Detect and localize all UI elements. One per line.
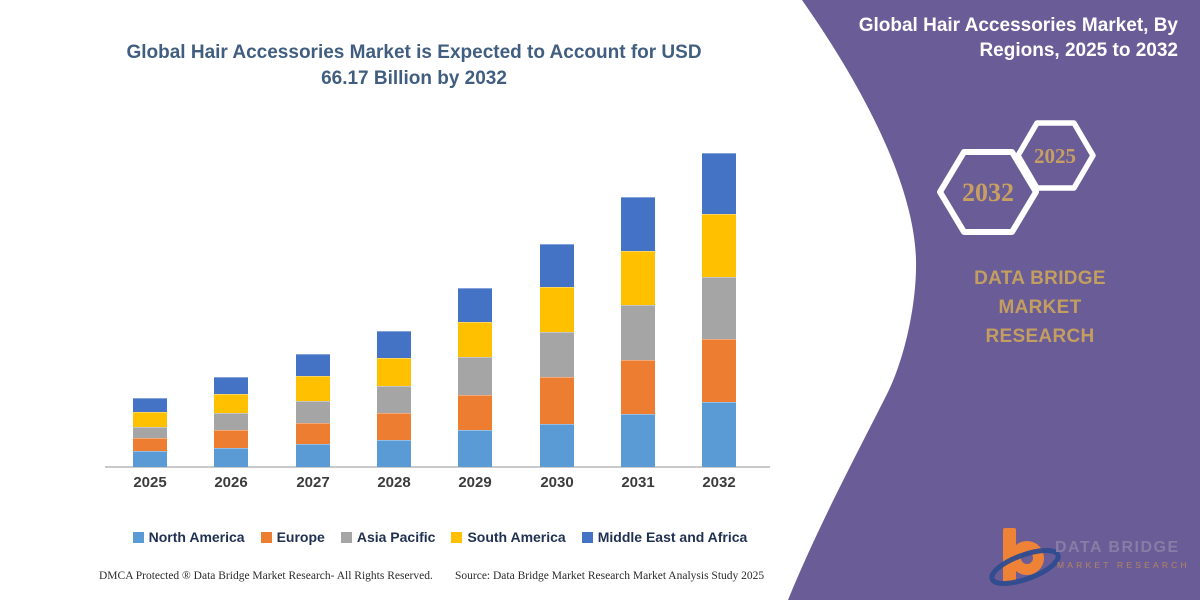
bar-segment-asia-pacific <box>458 357 492 395</box>
bar-segment-south-america <box>458 322 492 358</box>
bar-segment-south-america <box>214 393 248 413</box>
legend-swatch-icon <box>340 531 352 543</box>
brand-wordmark: DATA BRIDGE MARKET RESEARCH <box>930 264 1150 351</box>
x-axis-line <box>105 466 770 468</box>
plot-area <box>100 140 780 468</box>
legend-item-europe: Europe <box>260 529 325 545</box>
legend-swatch-icon <box>260 531 272 543</box>
bar-2026 <box>214 377 248 467</box>
logo-b-stem-icon <box>1003 528 1016 582</box>
bar-segment-middle-east-and-africa <box>458 287 492 323</box>
bar-segment-asia-pacific <box>621 305 655 361</box>
legend-swatch-icon <box>581 531 593 543</box>
chart-title: Global Hair Accessories Market is Expect… <box>74 40 754 92</box>
x-tick-label-2028: 2028 <box>377 474 411 491</box>
bar-segment-asia-pacific <box>296 400 330 423</box>
x-tick-label-2027: 2027 <box>296 474 330 491</box>
legend-label: North America <box>148 529 245 545</box>
brand-line1: DATA BRIDGE MARKET <box>974 268 1106 318</box>
bar-2030 <box>540 243 574 467</box>
x-tick-label-2032: 2032 <box>702 474 736 491</box>
legend-label: Europe <box>276 529 325 545</box>
legend-label: South America <box>467 529 566 545</box>
legend-swatch-icon <box>132 531 144 543</box>
legend-item-asia-pacific: Asia Pacific <box>340 529 436 545</box>
legend-item-middle-east-and-africa: Middle East and Africa <box>581 529 748 545</box>
chart-title-line1: Global Hair Accessories Market is Expect… <box>126 42 702 63</box>
bar-segment-europe <box>540 376 574 425</box>
bar-2027 <box>296 354 330 467</box>
bar-segment-middle-east-and-africa <box>296 354 330 377</box>
bar-segment-asia-pacific <box>702 277 736 339</box>
bar-segment-south-america <box>702 214 736 278</box>
bar-segment-north-america <box>458 430 492 467</box>
bar-segment-asia-pacific <box>214 412 248 430</box>
bar-segment-north-america <box>296 443 330 467</box>
chart-title-line2: 66.17 Billion by 2032 <box>321 68 507 89</box>
bar-2028 <box>377 331 411 467</box>
dmca-notice: DMCA Protected ® Data Bridge Market Rese… <box>99 570 433 582</box>
bar-segment-north-america <box>214 447 248 467</box>
data-bridge-logo: DATA BRIDGE MARKET RESEARCH <box>985 515 1195 595</box>
bar-segment-middle-east-and-africa <box>214 377 248 394</box>
bar-segment-middle-east-and-africa <box>377 331 411 358</box>
x-tick-label-2030: 2030 <box>540 474 574 491</box>
bar-2032 <box>702 152 736 467</box>
bar-2025 <box>133 398 167 467</box>
right-panel-title-line2: Regions, 2025 to 2032 <box>979 40 1178 61</box>
bar-segment-north-america <box>621 414 655 467</box>
legend-swatch-icon <box>451 531 463 543</box>
x-tick-label-2029: 2029 <box>458 474 492 491</box>
bar-2029 <box>458 287 492 467</box>
legend-label: Middle East and Africa <box>597 529 748 545</box>
bar-segment-middle-east-and-africa <box>540 243 574 287</box>
bar-segment-middle-east-and-africa <box>621 196 655 252</box>
legend-label: Asia Pacific <box>356 529 436 545</box>
logo-swoosh-icon <box>989 548 1061 586</box>
bar-segment-middle-east-and-africa <box>133 398 167 413</box>
right-panel-title: Global Hair Accessories Market, By Regio… <box>838 13 1178 63</box>
logo-name-text: DATA BRIDGE <box>1055 539 1180 556</box>
bar-segment-middle-east-and-africa <box>702 152 736 215</box>
right-panel-title-line1: Global Hair Accessories Market, By <box>858 15 1178 36</box>
bar-segment-north-america <box>702 401 736 467</box>
bar-segment-europe <box>702 338 736 402</box>
bar-segment-europe <box>377 412 411 440</box>
x-axis-labels: 2025 2026 2027 2028 2029 2030 2031 2032 <box>100 474 780 494</box>
bar-segment-europe <box>458 394 492 430</box>
bar-2031 <box>621 196 655 467</box>
brand-line2: RESEARCH <box>985 326 1095 347</box>
chart-legend: North America Europe Asia Pacific South Ame… <box>100 529 780 545</box>
bar-segment-north-america <box>377 439 411 467</box>
bar-segment-asia-pacific <box>540 331 574 377</box>
purple-wave-shape <box>788 0 1200 600</box>
bar-segment-europe <box>621 360 655 415</box>
bar-segment-europe <box>296 422 330 444</box>
bar-segment-south-america <box>133 412 167 428</box>
bar-segment-south-america <box>621 251 655 306</box>
bar-segment-south-america <box>377 357 411 387</box>
bar-segment-europe <box>133 438 167 452</box>
footer: DMCA Protected ® Data Bridge Market Rese… <box>97 570 767 588</box>
source-note: Source: Data Bridge Market Research Mark… <box>455 570 765 582</box>
legend-item-north-america: North America <box>132 529 245 545</box>
bar-segment-asia-pacific <box>133 427 167 439</box>
x-tick-label-2025: 2025 <box>133 474 167 491</box>
bar-segment-north-america <box>540 424 574 467</box>
bar-segment-asia-pacific <box>377 386 411 413</box>
x-tick-label-2026: 2026 <box>214 474 248 491</box>
bar-segment-north-america <box>133 451 167 467</box>
bar-segment-europe <box>214 429 248 448</box>
legend-item-south-america: South America <box>451 529 566 545</box>
logo-subtitle-text: MARKET RESEARCH <box>1057 560 1190 570</box>
bar-segment-south-america <box>296 376 330 401</box>
x-tick-label-2031: 2031 <box>621 474 655 491</box>
bar-segment-south-america <box>540 286 574 332</box>
